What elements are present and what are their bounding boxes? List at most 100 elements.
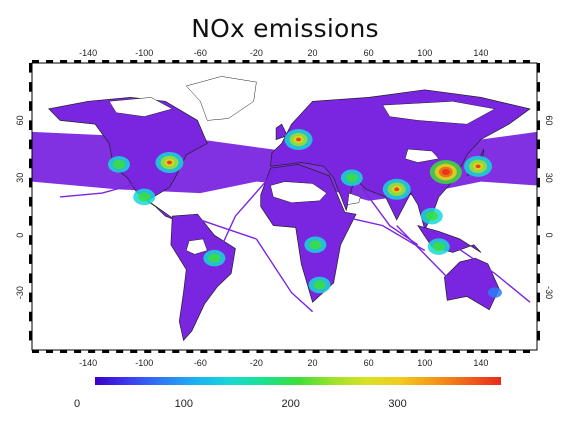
frame-bottom-dash [480, 350, 488, 353]
hotspot-middle-east [340, 169, 363, 187]
y-tick-right: -30 [544, 286, 554, 299]
frame-bottom-dash [452, 350, 460, 353]
frame-top-dash [494, 60, 502, 63]
map-frame [29, 60, 540, 353]
frame-top-dash [102, 60, 110, 63]
frame-top-dash [424, 60, 432, 63]
hotspot-southeast-asia [420, 207, 443, 225]
x-tick-bottom: 60 [364, 358, 374, 368]
frame-bottom-dash [326, 350, 334, 353]
frame-top-dash [32, 60, 40, 63]
frame-bottom-dash [522, 350, 530, 353]
route-7 [361, 186, 419, 246]
frame-left-dash [29, 292, 32, 303]
frame-bottom-dash [382, 350, 390, 353]
frame-bottom-dash [256, 350, 264, 353]
x-tick-bottom: 20 [308, 358, 318, 368]
frame-top-dash [270, 60, 278, 63]
hotspot-mexico [133, 188, 156, 206]
route-1 [200, 219, 257, 240]
frame-left-dash [29, 216, 32, 226]
frame-top-dash [186, 60, 194, 63]
gap-sahara-gap [270, 181, 327, 203]
flight-routes [60, 167, 531, 313]
frame-left-dash [29, 177, 32, 188]
hotspot-europe [284, 129, 313, 151]
route-0 [255, 238, 314, 313]
hotspot-western-united-states [107, 156, 130, 173]
frame-top-dash [144, 60, 152, 63]
frame-top-dash [74, 60, 82, 63]
frame-bottom-dash [186, 350, 194, 353]
frame-bottom-dash [144, 350, 152, 353]
frame-top-dash [256, 60, 264, 63]
route-2 [340, 215, 426, 252]
hotspot-indonesia [427, 238, 450, 255]
frame-right-dash [537, 311, 540, 322]
frame-bottom-dash [242, 350, 250, 353]
frame-top-dash [214, 60, 222, 63]
route-5 [199, 167, 279, 293]
x-tick-top: 60 [364, 48, 374, 58]
frame-top-dash [452, 60, 460, 63]
y-tick-left: 60 [15, 115, 25, 125]
hotspot-eastern-china [429, 160, 462, 185]
frame-top-dash [88, 60, 96, 63]
x-tick-bottom: -100 [135, 358, 153, 368]
land-south-america [170, 213, 236, 342]
frame-left-dash [29, 254, 32, 264]
frame-top-dash [116, 60, 124, 63]
frame-top-dash [172, 60, 180, 63]
frame-top-dash [312, 60, 320, 63]
frame-bottom-dash [424, 350, 432, 353]
gap-canada-north-gap [108, 97, 173, 117]
frame-bottom-dash [32, 350, 40, 353]
frame-top-dash [438, 60, 446, 63]
colorbar-tick-label: 300 [388, 398, 407, 410]
hotspot-australia-east [487, 287, 502, 298]
x-tick-bottom: -60 [194, 358, 207, 368]
y-tick-labels-left: 60 30 0 -30 [15, 115, 25, 299]
colorbar-tick-label: 0 [73, 398, 81, 410]
frame-right-dash [537, 235, 540, 245]
land-uk [275, 123, 288, 140]
frame-left-dash [29, 101, 32, 111]
hotspot-central-africa [304, 236, 327, 254]
frame-top-dash [326, 60, 334, 63]
route-3 [396, 225, 489, 309]
frame-bottom-dash [74, 350, 82, 353]
frame-bottom-dash [354, 350, 362, 353]
x-tick-bottom: -20 [250, 358, 263, 368]
x-tick-labels-top: -140 -100 -60 -20 20 60 100 140 [79, 48, 488, 58]
frame-right-dash [537, 273, 540, 284]
frame-top-dash [242, 60, 250, 63]
frame-bottom-dash [396, 350, 404, 353]
frame-left-dash [29, 139, 32, 150]
frame-top-dash [368, 60, 376, 63]
frame-top-dash [298, 60, 306, 63]
gap-greenland [185, 76, 257, 121]
frame-left-dash [29, 158, 32, 169]
y-tick-labels-right: 60 30 0 -30 [544, 115, 554, 299]
frame-right-dash [537, 254, 540, 264]
colorbar-tick-label: 100 [174, 398, 194, 410]
frame-right-dash [537, 63, 540, 73]
land-north-america [48, 97, 208, 221]
frame-top-dash [46, 60, 54, 63]
frame-bottom-dash [214, 350, 222, 353]
frame-top-dash [284, 60, 292, 63]
frame-top-dash [158, 60, 166, 63]
x-tick-top: -100 [135, 48, 153, 58]
frame-left-dash [29, 273, 32, 284]
frame-bottom-dash [410, 350, 418, 353]
x-tick-top: 20 [308, 48, 318, 58]
frame-bottom-dash [270, 350, 278, 353]
frame-top-dash [228, 60, 236, 63]
x-tick-top: -20 [250, 48, 263, 58]
frame-right-dash [537, 82, 540, 92]
frame-bottom-dash [158, 350, 166, 353]
hotspot-india [382, 178, 411, 200]
frame-right-dash [537, 158, 540, 169]
y-tick-left: -30 [15, 286, 25, 299]
frame-top-dash [480, 60, 488, 63]
